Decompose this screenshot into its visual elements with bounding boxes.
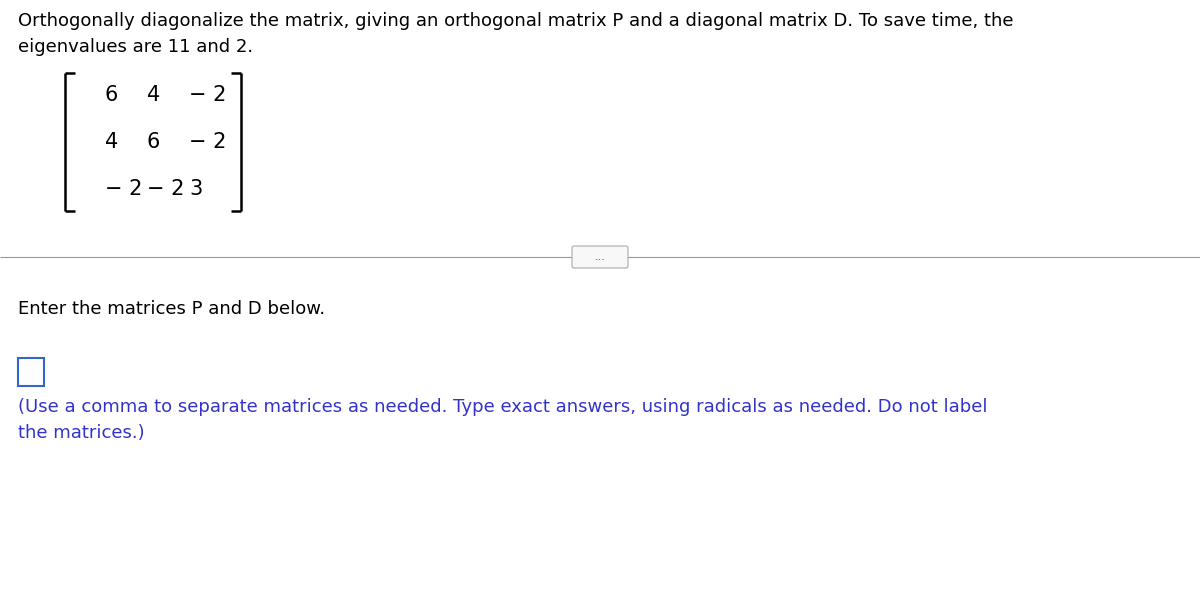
- Text: (Use a comma to separate matrices as needed. Type exact answers, using radicals : (Use a comma to separate matrices as nee…: [18, 398, 988, 442]
- Bar: [18, 358, 44, 386]
- Text: 6: 6: [106, 85, 119, 105]
- Text: − 2: − 2: [190, 132, 227, 152]
- Text: − 2: − 2: [190, 85, 227, 105]
- Text: 6: 6: [148, 132, 161, 152]
- FancyBboxPatch shape: [572, 246, 628, 268]
- Text: 4: 4: [148, 85, 161, 105]
- Text: Enter the matrices P and D below.: Enter the matrices P and D below.: [18, 300, 325, 318]
- Text: 4: 4: [106, 132, 119, 152]
- Text: − 2: − 2: [106, 179, 143, 199]
- Text: Orthogonally diagonalize the matrix, giving an orthogonal matrix P and a diagona: Orthogonally diagonalize the matrix, giv…: [18, 12, 1014, 56]
- Text: − 2: − 2: [148, 179, 185, 199]
- Text: ...: ...: [594, 252, 606, 262]
- Text: 3: 3: [190, 179, 203, 199]
